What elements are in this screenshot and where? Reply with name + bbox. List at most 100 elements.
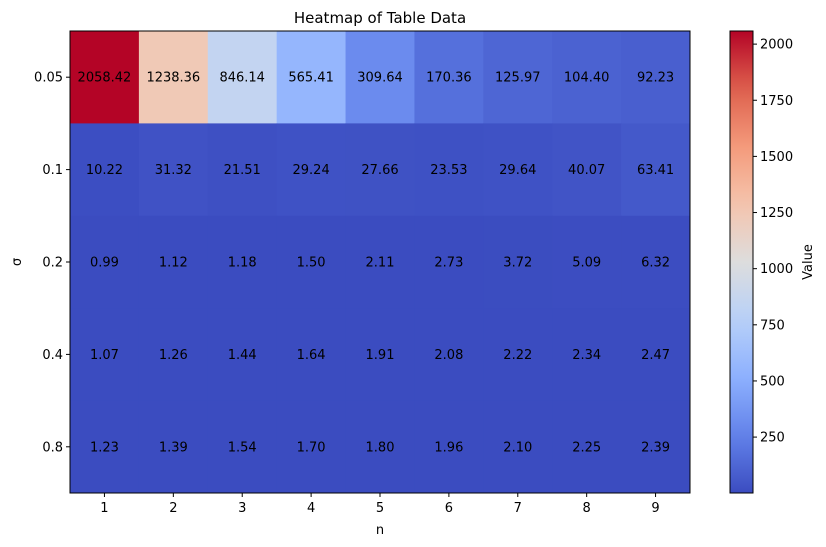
cell-value-label: 565.41 [288,71,334,86]
y-tick-label: 0.1 [42,163,63,178]
colorbar-ticks: 250 500 750 1000 1250 1500 1750 2000 [753,38,793,446]
y-tick-label: 0.4 [42,348,63,363]
heatmap-cell [414,308,484,402]
cell-value-label: 2.25 [572,440,601,455]
heatmap-cell [414,215,484,309]
cell-value-label: 6.32 [641,256,670,271]
x-tick-label: 4 [307,501,315,516]
y-tick-label: 0.2 [42,256,63,271]
colorbar-tick-label: 2000 [760,38,793,53]
heatmap-cell [414,400,484,494]
heatmap-cell [70,400,140,494]
x-axis-ticks: 1 2 3 4 5 6 7 8 9 [100,493,660,516]
x-tick-label: 3 [238,501,246,516]
heatmap-cell [138,31,209,124]
x-tick-label: 2 [169,501,177,516]
y-tick-label: 0.05 [34,71,63,86]
heatmap-cell [207,31,278,124]
heatmap-cell [276,400,347,494]
heatmap-cell [552,215,622,309]
cell-value-label: 1.50 [297,256,326,271]
heatmap-cell [276,308,347,402]
cell-value-label: 1.70 [297,440,326,455]
heatmap-cell [345,123,415,217]
heatmap-cell [621,215,691,309]
cell-value-label: 2.34 [572,348,601,363]
colorbar-tick-label: 500 [760,374,785,389]
colorbar-tick-label: 250 [760,431,785,446]
x-tick-label: 7 [514,501,522,516]
heatmap-cell [552,123,622,217]
cell-value-label: 170.36 [426,71,472,86]
heatmap-cell [414,123,484,217]
heatmap-cell [207,123,278,217]
heatmap-cell [138,400,209,494]
cell-value-label: 1.80 [366,440,395,455]
heatmap-cell [414,31,484,124]
heatmap-cell [70,308,140,402]
heatmap-cell [70,123,140,217]
heatmap-cell [483,31,553,124]
cell-value-label: 2.11 [366,256,395,271]
heatmap-cell [70,31,140,124]
y-axis-label: σ [10,258,25,266]
cell-value-label: 2.47 [641,348,670,363]
cell-value-label: 1.64 [297,348,326,363]
y-tick-label: 0.8 [42,440,63,455]
cell-value-label: 1.54 [228,440,257,455]
heatmap-cell [621,31,691,124]
cell-value-label: 1.39 [159,440,188,455]
colorbar-label: Value [801,244,816,280]
x-axis-label: n [376,523,384,538]
heatmap-cell [621,400,691,494]
heatmap-cell [207,308,278,402]
heatmap-cell [552,31,622,124]
heatmap-cell [483,400,553,494]
cell-value-label: 309.64 [357,71,403,86]
y-axis-ticks: 0.05 0.1 0.2 0.4 0.8 [34,71,70,455]
colorbar-tick-label: 750 [760,318,785,333]
cell-value-label: 1.23 [90,440,119,455]
colorbar-tick-label: 1000 [760,262,793,277]
colorbar-tick-label: 1250 [760,206,793,221]
heatmap-cell [621,123,691,217]
heatmap-cell [276,123,347,217]
cell-value-label: 125.97 [495,71,541,86]
cell-value-label: 1.12 [159,256,188,271]
cell-value-label: 40.07 [568,163,605,178]
heatmap-cells [70,31,691,494]
cell-value-label: 23.53 [430,163,467,178]
cell-value-label: 10.22 [86,163,123,178]
cell-value-label: 29.64 [499,163,536,178]
cell-value-label: 3.72 [503,256,532,271]
cell-value-label: 1.07 [90,348,119,363]
cell-value-label: 63.41 [637,163,674,178]
heatmap-cell [138,123,209,217]
heatmap-cell [345,400,415,494]
x-tick-label: 5 [376,501,384,516]
cell-value-label: 2.08 [434,348,463,363]
cell-value-label: 92.23 [637,71,674,86]
cell-value-label: 1.44 [228,348,257,363]
heatmap-value-labels: 2058.42 1238.36 846.14 565.41 309.64 170.36 12… [78,71,675,456]
heatmap-cell [276,215,347,309]
heatmap-cell [621,308,691,402]
heatmap-cell [138,308,209,402]
colorbar [729,30,754,494]
heatmap-cell [345,31,415,124]
chart-title: Heatmap of Table Data [294,9,466,27]
colorbar-tick-label: 1500 [760,150,793,165]
cell-value-label: 1.96 [434,440,463,455]
cell-value-label: 2.39 [641,440,670,455]
cell-value-label: 1.18 [228,256,257,271]
cell-value-label: 2.73 [434,256,463,271]
cell-value-label: 27.66 [361,163,398,178]
cell-value-label: 0.99 [90,256,119,271]
cell-value-label: 29.24 [293,163,330,178]
heatmap-cell [552,400,622,494]
cell-value-label: 21.51 [224,163,261,178]
cell-value-label: 31.32 [155,163,192,178]
cell-value-label: 5.09 [572,256,601,271]
colorbar-tick-label: 1750 [760,94,793,109]
